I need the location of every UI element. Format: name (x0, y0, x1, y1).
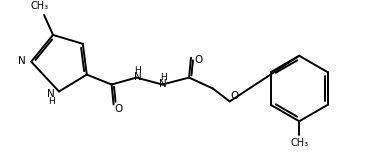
Text: N: N (134, 72, 141, 82)
Text: H: H (134, 66, 141, 75)
Text: H: H (160, 73, 167, 82)
Text: O: O (195, 55, 203, 65)
Text: N: N (18, 56, 26, 66)
Text: O: O (114, 104, 123, 114)
Text: O: O (231, 91, 239, 101)
Text: CH₃: CH₃ (30, 1, 48, 11)
Text: H: H (48, 97, 55, 106)
Text: N: N (159, 78, 167, 89)
Text: CH₃: CH₃ (290, 138, 308, 148)
Text: N: N (47, 89, 55, 100)
